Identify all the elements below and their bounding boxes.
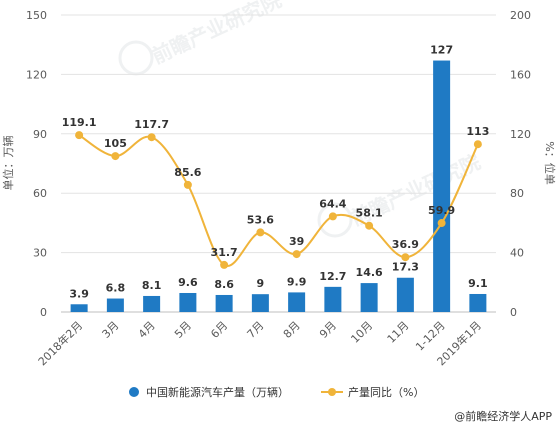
line-point	[292, 250, 301, 259]
bar	[70, 304, 88, 312]
bar-value-label: 17.3	[392, 261, 419, 274]
x-tick-label: 1-12月	[413, 319, 448, 354]
y2-tick-label: 40	[510, 247, 524, 260]
line-value-label: 31.7	[211, 246, 238, 259]
bar	[360, 283, 378, 312]
data-labels: 3.9 6.8 8.1 9.6 8.6 9 9.9 12.7 14.6 17.3 127 9.1 119…	[62, 44, 490, 301]
line-value-label: 113	[466, 125, 489, 138]
x-tick-label: 6月	[208, 319, 230, 341]
legend-bar-label: 中国新能源汽车产量（万辆）	[146, 385, 289, 399]
legend: 中国新能源汽车产量（万辆） 产量同比（%）	[129, 385, 424, 399]
x-tick-label: 7月	[245, 319, 267, 341]
bar-value-label: 9.9	[287, 275, 307, 288]
y-tick-label: 30	[33, 247, 47, 260]
line-value-label: 39	[289, 235, 304, 248]
legend-line-label: 产量同比（%）	[348, 385, 424, 399]
bar-value-label: 9.6	[178, 276, 198, 289]
line-value-label: 58.1	[356, 207, 383, 220]
x-tick-label: 9月	[317, 319, 339, 341]
bar	[433, 60, 451, 312]
line-point	[75, 131, 84, 140]
line-point	[147, 133, 156, 142]
y2-axis-title: %：位单	[543, 141, 557, 184]
legend-bar-marker	[129, 387, 139, 397]
line-point	[220, 260, 229, 269]
y2-tick-label: 120	[510, 128, 531, 141]
line-value-label: 59.9	[428, 204, 455, 217]
watermark-text: 前瞻产业研究院	[148, 0, 285, 69]
y-tick-label: 0	[40, 306, 47, 319]
line-value-label: 53.6	[247, 213, 274, 226]
legend-line-dot	[328, 388, 336, 396]
line-value-label: 85.6	[174, 166, 201, 179]
bar-value-label: 127	[430, 44, 453, 57]
line-point	[328, 212, 337, 221]
bar-value-label: 3.9	[69, 287, 89, 300]
line-value-label: 117.7	[134, 118, 169, 131]
y2-tick-label: 0	[510, 306, 517, 319]
y2-tick-label: 80	[510, 187, 524, 200]
bar-value-label: 12.7	[319, 270, 346, 283]
x-tick-label: 3月	[100, 319, 122, 341]
y-tick-label: 60	[33, 187, 47, 200]
line-point	[401, 253, 410, 262]
bar-value-label: 9.1	[468, 277, 488, 290]
bar-value-label: 6.8	[106, 282, 126, 295]
line-series	[75, 131, 482, 269]
x-tick-label: 2018年2月	[35, 318, 85, 368]
line-point	[473, 140, 482, 149]
line-value-label: 36.9	[392, 238, 419, 251]
y-axis-title: 单位：万辆	[1, 136, 15, 191]
line-point	[437, 219, 446, 228]
x-tick-label: 5月	[172, 319, 194, 341]
left-axis-ticks: 0 30 60 90 120 150	[26, 9, 47, 319]
line-point	[365, 221, 374, 230]
bar	[324, 286, 342, 312]
line-point	[183, 180, 192, 189]
bar	[288, 292, 306, 312]
bar-value-label: 9	[257, 277, 265, 290]
y-tick-label: 120	[26, 68, 47, 81]
bar-series	[70, 60, 487, 312]
right-axis-ticks: 0 40 80 120 160 200	[510, 9, 531, 319]
bar-value-label: 8.6	[214, 278, 234, 291]
y2-tick-label: 160	[510, 68, 531, 81]
gridlines	[61, 14, 496, 313]
bar-value-label: 8.1	[142, 279, 162, 292]
bar	[251, 294, 269, 312]
line-point	[256, 228, 265, 237]
line-value-label: 64.4	[319, 197, 346, 210]
x-tick-label: 10月	[348, 319, 375, 346]
bar	[106, 298, 124, 312]
watermark: 前瞻产业研究院 前瞻产业研究院	[118, 0, 484, 238]
y-tick-label: 150	[26, 9, 47, 22]
line-point	[111, 152, 120, 161]
source-credit: @前瞻经济学人APP	[454, 409, 552, 423]
x-tick-label: 8月	[281, 319, 303, 341]
y2-tick-label: 200	[510, 9, 531, 22]
y-tick-label: 90	[33, 128, 47, 141]
line-value-label: 105	[104, 137, 127, 150]
line-value-label: 119.1	[62, 116, 97, 129]
bar	[143, 295, 161, 312]
bar	[469, 293, 487, 312]
bar	[396, 277, 414, 312]
x-tick-label: 4月	[136, 319, 158, 341]
bar	[215, 294, 233, 312]
bar	[179, 292, 197, 312]
bar-value-label: 14.6	[356, 266, 383, 279]
x-tick-label: 11月	[385, 319, 412, 346]
